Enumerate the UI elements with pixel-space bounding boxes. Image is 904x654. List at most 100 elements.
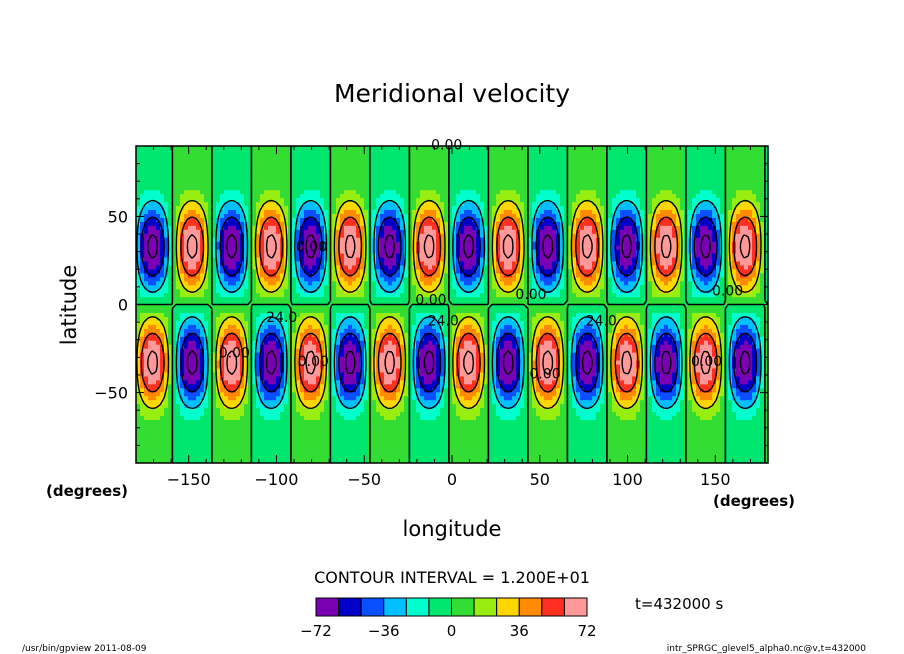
contour-fill-cell (740, 332, 749, 337)
contour-fill-cell (596, 260, 601, 266)
contour-fill-cell (464, 280, 473, 286)
contour-fill-cell (460, 363, 477, 369)
contour-fill-cell (416, 344, 421, 349)
contour-fill-cell (456, 395, 465, 401)
contour-fill-cell (656, 348, 661, 353)
contour-fill-cell (372, 336, 377, 341)
contour-fill-cell (264, 229, 277, 234)
contour-fill-cell (764, 383, 768, 389)
contour-fill-cell (628, 340, 637, 345)
contour-fill-cell (156, 272, 165, 278)
contour-fill-cell (420, 256, 437, 262)
contour-fill-cell (416, 221, 421, 226)
contour-fill-cell (436, 363, 441, 369)
contour-fill-cell (368, 451, 409, 456)
contour-fill-cell (628, 332, 637, 337)
contour-fill-cell (424, 280, 433, 286)
contour-fill-cell (480, 260, 485, 266)
contour-fill-cell (540, 340, 545, 345)
contour-fill-cell (560, 280, 565, 286)
contour-fill-cell (532, 391, 537, 397)
contour-fill-cell (376, 260, 381, 266)
contour-fill-cell (220, 411, 245, 417)
contour-fill-cell (164, 252, 169, 258)
contour-fill-cell (752, 252, 757, 258)
contour-fill-cell (368, 304, 409, 310)
contour-fill-cell (292, 340, 297, 345)
contour-fill-cell (184, 383, 201, 389)
contour-fill-cell (612, 359, 617, 365)
contour-fill-cell (248, 340, 253, 345)
contour-fill-cell (608, 320, 613, 325)
contour-fill-cell (292, 336, 297, 341)
contour-fill-cell (760, 249, 765, 254)
contour-fill-cell (592, 375, 597, 381)
contour-fill-cell (364, 312, 369, 317)
contour-fill-cell (320, 225, 325, 230)
contour-fill-cell (616, 292, 641, 298)
contour-fill-cell (484, 225, 489, 230)
contour-fill-cell (488, 312, 497, 317)
contour-fill-cell (176, 399, 185, 405)
contour-fill-cell (452, 249, 457, 254)
contour-fill-cell (688, 272, 693, 278)
contour-fill-cell (372, 276, 377, 282)
contour-fill-cell (308, 340, 313, 345)
contour-fill-cell (436, 276, 441, 282)
contour-fill-cell (408, 411, 421, 417)
contour-fill-cell (736, 387, 741, 393)
contour-fill-cell (356, 336, 361, 341)
contour-fill-cell (608, 264, 613, 270)
contour-fill-cell (756, 241, 761, 246)
contour-fill-cell (184, 249, 201, 254)
contour-fill-cell (612, 391, 621, 397)
contour-fill-cell (540, 344, 553, 349)
contour-fill-cell (380, 411, 401, 417)
contour-fill-cell (296, 284, 301, 290)
contour-fill-cell (448, 324, 453, 329)
contour-fill-cell (228, 395, 237, 401)
contour-fill-cell (616, 367, 621, 373)
contour-fill-cell (592, 324, 601, 329)
contour-fill-cell (292, 252, 297, 258)
contour-fill-cell (748, 379, 757, 385)
contour-fill-cell (444, 367, 449, 373)
contour-fill-cell (136, 419, 173, 424)
contour-fill-cell (420, 383, 437, 389)
contour-fill-cell (672, 233, 677, 238)
contour-fill-cell (656, 391, 677, 397)
contour-fill-cell (296, 241, 301, 246)
contour-fill-cell (256, 363, 261, 369)
contour-fill-cell (528, 395, 533, 401)
contour-fill-cell (332, 316, 337, 321)
contour-fill-cell (600, 332, 605, 337)
contour-fill-cell (472, 264, 477, 270)
contour-fill-cell (484, 391, 489, 397)
contour-fill-cell (756, 336, 761, 341)
contour-fill-cell (292, 328, 297, 333)
contour-fill-cell (332, 407, 337, 413)
contour-fill-cell (260, 268, 265, 274)
contour-fill-cell (760, 316, 765, 321)
contour-fill-cell (404, 336, 409, 341)
contour-fill-cell (220, 221, 225, 226)
contour-fill-cell (208, 403, 213, 409)
contour-fill-cell (492, 245, 497, 250)
contour-fill-cell (248, 256, 253, 262)
contour-fill-cell (320, 328, 325, 333)
contour-fill-cell (200, 399, 209, 405)
contour-fill-cell (364, 292, 369, 298)
contour-fill-cell (656, 284, 677, 290)
contour-fill-cell (492, 233, 497, 238)
contour-fill-cell (492, 359, 497, 365)
contour-fill-cell (452, 276, 457, 282)
contour-fill-cell (632, 387, 637, 393)
contour-fill-cell (212, 371, 217, 377)
contour-fill-cell (284, 395, 289, 401)
contour-fill-cell (332, 427, 369, 432)
contour-fill-cell (448, 312, 457, 317)
contour-fill-cell (708, 264, 717, 270)
contour-fill-cell (572, 320, 581, 325)
contour-fill-cell (736, 324, 741, 329)
contour-fill-cell (296, 324, 301, 329)
